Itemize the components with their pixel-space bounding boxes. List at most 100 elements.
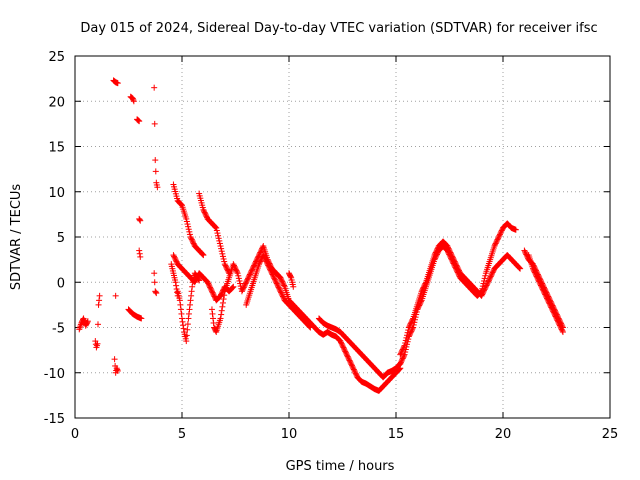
data-point [220, 255, 227, 262]
y-tick-label: 25 [48, 50, 65, 65]
data-point [179, 315, 185, 322]
x-tick-label: 25 [602, 427, 619, 442]
data-point [396, 366, 403, 373]
data-point [406, 323, 413, 330]
data-point [219, 253, 226, 260]
data-point [347, 358, 354, 365]
data-point [186, 231, 193, 238]
data-point [208, 306, 215, 313]
data-point [172, 257, 179, 264]
data-point [353, 371, 360, 378]
data-point [152, 289, 159, 296]
data-point [447, 254, 454, 261]
data-point [536, 278, 543, 285]
data-point [236, 277, 243, 284]
data-point [188, 292, 195, 299]
data-point [540, 287, 547, 294]
data-point [434, 250, 441, 257]
data-point [248, 268, 255, 275]
data-point [248, 267, 255, 274]
data-point [179, 318, 186, 325]
data-point [267, 267, 274, 274]
data-point [210, 290, 217, 297]
data-point [232, 265, 239, 272]
data-point [188, 288, 195, 295]
data-point [217, 315, 224, 322]
data-point [486, 276, 493, 283]
data-point [113, 365, 120, 372]
data-point [263, 258, 270, 265]
data-point [260, 252, 267, 259]
data-point [278, 277, 285, 284]
data-point [551, 312, 558, 319]
data-point [130, 96, 137, 103]
x-tick-label: 0 [71, 427, 79, 442]
data-point [187, 301, 194, 308]
data-point [195, 276, 202, 283]
data-point [531, 269, 538, 276]
data-point [185, 310, 192, 317]
data-point [401, 351, 408, 358]
data-point [530, 266, 537, 273]
data-point [246, 272, 253, 279]
data-point [235, 275, 242, 282]
data-point [548, 304, 555, 311]
data-point [210, 292, 217, 299]
data-point [186, 228, 193, 235]
data-point [96, 297, 103, 304]
data-point [261, 254, 268, 261]
data-point [208, 288, 215, 295]
data-point [413, 308, 420, 315]
data-point [218, 291, 225, 298]
data-point [96, 292, 103, 299]
data-point [404, 338, 411, 345]
data-point [484, 281, 491, 288]
data-point [352, 370, 359, 377]
data-point [235, 272, 242, 279]
data-point [114, 80, 121, 87]
data-point [342, 348, 349, 355]
data-point [534, 274, 541, 281]
data-point [539, 285, 546, 292]
data-point [215, 232, 222, 239]
data-point [553, 314, 560, 321]
data-point [185, 223, 192, 230]
data-point [488, 272, 495, 279]
data-point [407, 330, 414, 337]
data-point [415, 303, 422, 310]
data-point [257, 249, 264, 256]
data-point [339, 343, 346, 350]
data-point [221, 292, 228, 299]
data-point [183, 215, 190, 222]
data-point [307, 324, 314, 331]
data-point [268, 268, 275, 275]
data-point [452, 265, 459, 272]
data-point [239, 287, 246, 294]
data-point [238, 288, 245, 295]
data-point [352, 369, 359, 376]
data-point [477, 289, 484, 296]
data-point [206, 283, 213, 290]
data-point [444, 247, 451, 254]
data-point [556, 322, 563, 329]
data-point [202, 210, 209, 217]
data-point [454, 268, 461, 275]
data-point [496, 232, 503, 239]
data-point [540, 288, 547, 295]
data-point [344, 352, 351, 359]
data-point [279, 279, 286, 286]
data-point [554, 317, 561, 324]
data-point [495, 234, 502, 240]
data-point [224, 266, 231, 273]
data-point [210, 319, 217, 326]
data-point [232, 266, 239, 273]
data-point [151, 84, 158, 91]
data-point [512, 226, 519, 233]
data-point [536, 279, 543, 286]
data-point [205, 280, 212, 287]
data-point [408, 328, 415, 335]
data-point [344, 353, 351, 360]
y-tick-label: -10 [44, 367, 65, 382]
data-point [277, 274, 284, 281]
data-point [481, 275, 488, 282]
